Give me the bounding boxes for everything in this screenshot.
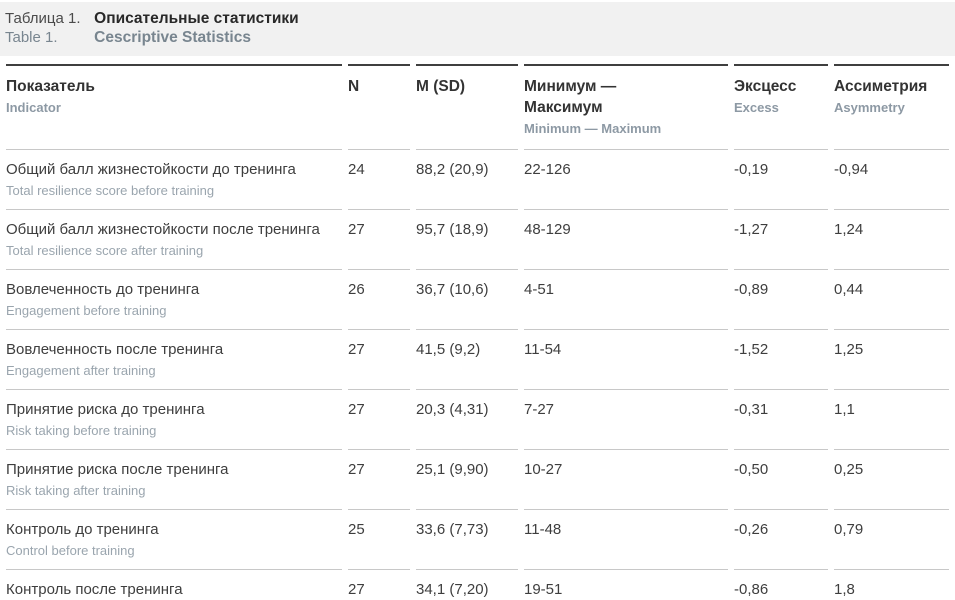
indicator-cell: Контроль после тренинга Control after tr… [6, 569, 342, 600]
excess-cell: -0,86 [734, 569, 828, 600]
n-cell: 27 [348, 209, 410, 269]
table-caption: Таблица 1. Описательные статистики Table… [0, 2, 955, 56]
m-sd-cell: 20,3 (4,31) [416, 389, 518, 449]
m-sd-cell: 88,2 (20,9) [416, 149, 518, 209]
m-sd-cell: 34,1 (7,20) [416, 569, 518, 600]
m-sd-cell: 95,7 (18,9) [416, 209, 518, 269]
min-max-cell: 19-51 [524, 569, 728, 600]
caption-title-en: Cescriptive Statistics [94, 29, 251, 46]
min-max-cell: 48-129 [524, 209, 728, 269]
m-sd-cell: 41,5 (9,2) [416, 329, 518, 389]
m-sd-cell: 33,6 (7,73) [416, 509, 518, 569]
n-cell: 25 [348, 509, 410, 569]
indicator-cell: Вовлеченность до тренинга Engagement bef… [6, 269, 342, 329]
asymmetry-cell: 1,25 [834, 329, 949, 389]
caption-title-ru: Описательные статистики [94, 10, 299, 27]
indicator-cell: Вовлеченность после тренинга Engagement … [6, 329, 342, 389]
m-sd-cell: 36,7 (10,6) [416, 269, 518, 329]
min-max-cell: 11-48 [524, 509, 728, 569]
excess-cell: -0,31 [734, 389, 828, 449]
indicator-cell: Общий балл жизнестойкости после тренинга… [6, 209, 342, 269]
indicator-cell: Принятие риска после тренинга Risk takin… [6, 449, 342, 509]
excess-cell: -1,52 [734, 329, 828, 389]
excess-cell: -0,26 [734, 509, 828, 569]
caption-line-ru: Таблица 1. Описательные статистики [5, 9, 945, 28]
column-header-n: N [348, 64, 410, 149]
column-header-indicator: Показатель Indicator [6, 64, 342, 149]
asymmetry-cell: 1,1 [834, 389, 949, 449]
n-cell: 27 [348, 389, 410, 449]
excess-cell: -0,50 [734, 449, 828, 509]
table-row: Вовлеченность до тренинга Engagement bef… [6, 269, 949, 329]
table-row: Контроль после тренинга Control after tr… [6, 569, 949, 600]
n-cell: 26 [348, 269, 410, 329]
m-sd-cell: 25,1 (9,90) [416, 449, 518, 509]
caption-prefix-en: Table 1. [5, 29, 58, 46]
table-row: Принятие риска после тренинга Risk takin… [6, 449, 949, 509]
column-header-asymmetry: Ассиметрия Asymmetry [834, 64, 949, 149]
asymmetry-cell: 1,8 [834, 569, 949, 600]
n-cell: 24 [348, 149, 410, 209]
asymmetry-cell: -0,94 [834, 149, 949, 209]
min-max-cell: 7-27 [524, 389, 728, 449]
table-row: Общий балл жизнестойкости после тренинга… [6, 209, 949, 269]
asymmetry-cell: 0,79 [834, 509, 949, 569]
indicator-cell: Контроль до тренинга Control before trai… [6, 509, 342, 569]
caption-line-en: Table 1. Cescriptive Statistics [5, 28, 945, 47]
excess-cell: -1,27 [734, 209, 828, 269]
column-header-excess: Эксцесс Excess [734, 64, 828, 149]
asymmetry-cell: 1,24 [834, 209, 949, 269]
excess-cell: -0,89 [734, 269, 828, 329]
n-cell: 27 [348, 329, 410, 389]
n-cell: 27 [348, 569, 410, 600]
descriptive-statistics-table: Показатель Indicator N M (SD) Минимум — … [0, 64, 955, 600]
n-cell: 27 [348, 449, 410, 509]
asymmetry-cell: 0,44 [834, 269, 949, 329]
caption-prefix-ru: Таблица 1. [5, 10, 81, 27]
indicator-cell: Общий балл жизнестойкости до тренинга To… [6, 149, 342, 209]
header-row: Показатель Indicator N M (SD) Минимум — … [6, 64, 949, 149]
table-row: Принятие риска до тренинга Risk taking b… [6, 389, 949, 449]
min-max-cell: 11-54 [524, 329, 728, 389]
table-row: Контроль до тренинга Control before trai… [6, 509, 949, 569]
min-max-cell: 4-51 [524, 269, 728, 329]
column-header-m-sd: M (SD) [416, 64, 518, 149]
asymmetry-cell: 0,25 [834, 449, 949, 509]
table-row: Вовлеченность после тренинга Engagement … [6, 329, 949, 389]
min-max-cell: 22-126 [524, 149, 728, 209]
indicator-cell: Принятие риска до тренинга Risk taking b… [6, 389, 342, 449]
excess-cell: -0,19 [734, 149, 828, 209]
table-row: Общий балл жизнестойкости до тренинга To… [6, 149, 949, 209]
column-header-min-max: Минимум — Максимум Minimum — Maximum [524, 64, 728, 149]
min-max-cell: 10-27 [524, 449, 728, 509]
